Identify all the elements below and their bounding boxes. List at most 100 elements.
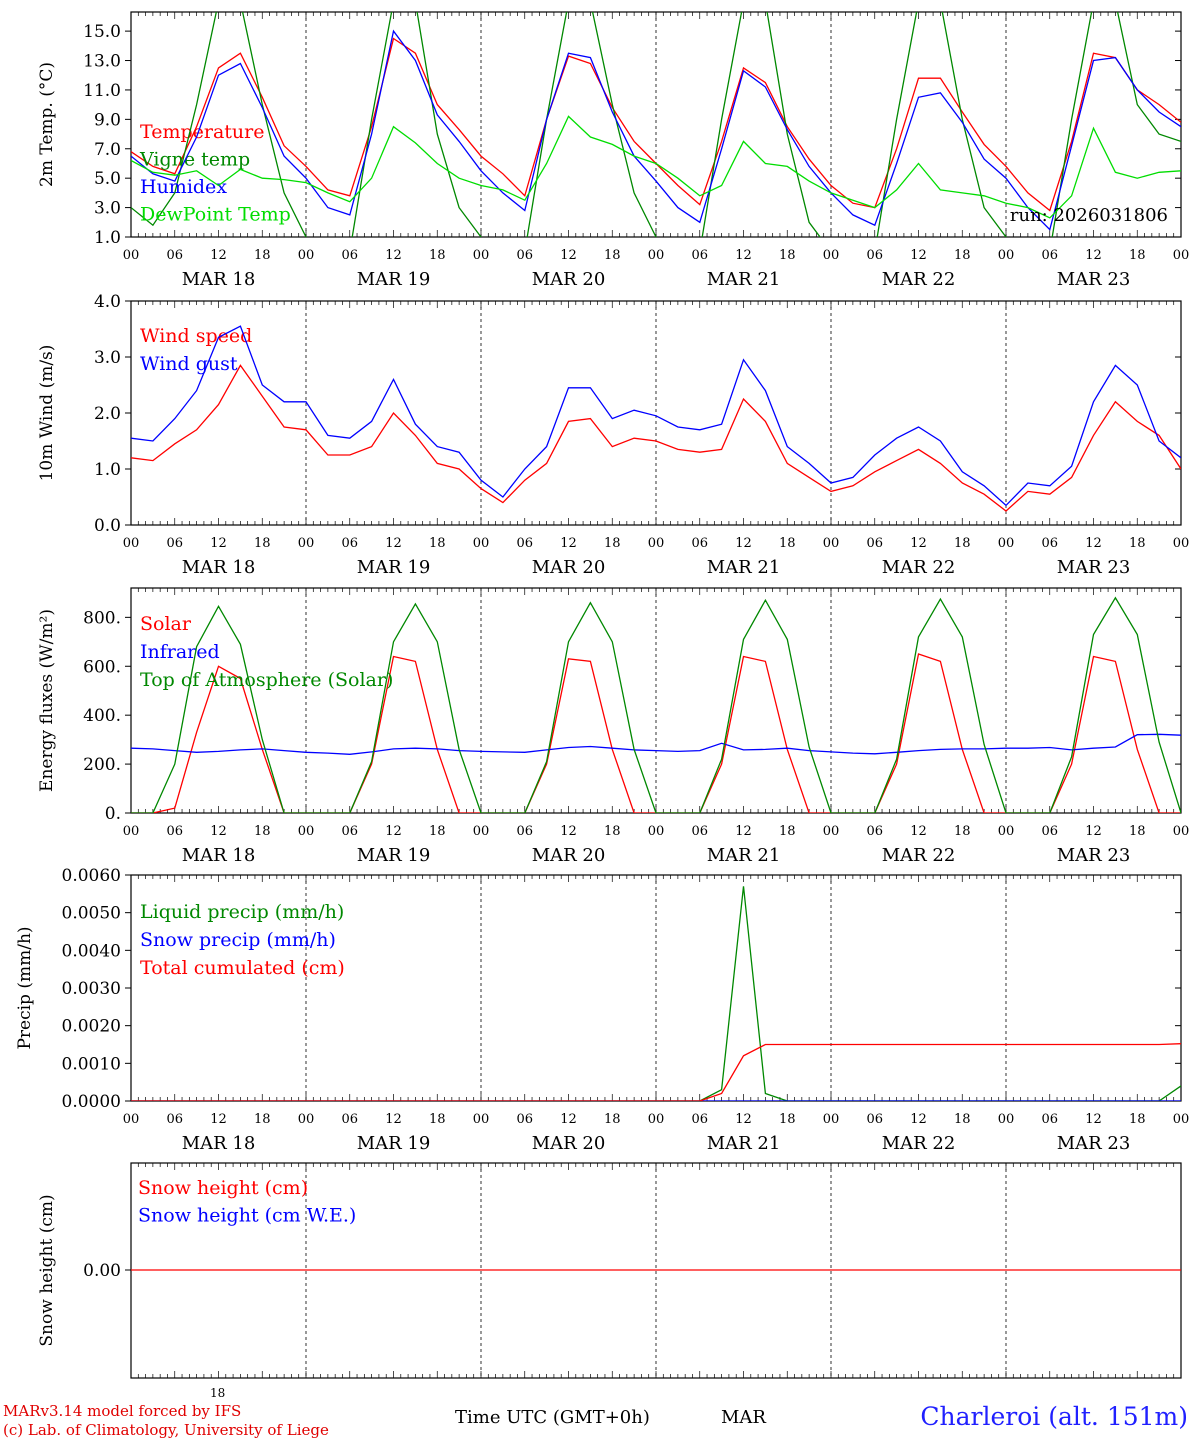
series-line-wind-speed (131, 364, 1181, 512)
day-label: MAR 22 (882, 269, 956, 290)
x-tick-label: 06 (341, 248, 358, 263)
day-label: MAR 23 (1057, 557, 1131, 578)
x-tick-label: 18 (254, 1112, 271, 1127)
x-tick-label: 18 (254, 824, 271, 839)
x-tick-label: 18 (779, 248, 796, 263)
x-tick-label: 18 (429, 536, 446, 551)
x-tick-label: 18 (429, 824, 446, 839)
day-label: MAR 22 (882, 1133, 956, 1154)
x-tick-label: 00 (473, 536, 490, 551)
x-tick-label: 12 (1085, 824, 1102, 839)
x-tick-label: 18 (429, 1112, 446, 1127)
x-tick-label: 06 (516, 1112, 533, 1127)
x-tick-label: 00 (998, 1112, 1015, 1127)
day-label: MAR 19 (357, 269, 431, 290)
x-tick-label: 12 (735, 248, 752, 263)
x-tick-label: 18 (779, 536, 796, 551)
y-tick-label: 5.0 (94, 169, 121, 189)
legend-entry: Vigne temp (139, 149, 250, 171)
x-tick-label: 12 (910, 248, 927, 263)
x-tick-label: 06 (1041, 248, 1058, 263)
legend-entry: Wind speed (140, 325, 252, 347)
x-tick-label: 00 (648, 1112, 665, 1127)
footer-time-axis-label: Time UTC (GMT+0h) (455, 1407, 650, 1428)
legend-entry: Top of Atmosphere (Solar) (140, 669, 393, 691)
x-tick-label: 06 (1041, 824, 1058, 839)
x-tick-label: 00 (823, 1112, 840, 1127)
x-tick-label: 00 (998, 824, 1015, 839)
y-tick-label: 0.0050 (62, 904, 121, 924)
footer-copyright: (c) Lab. of Climatology, University of L… (3, 1421, 329, 1439)
x-tick-label: 18 (1129, 536, 1146, 551)
x-tick-label: 00 (123, 248, 140, 263)
x-tick-label: 00 (298, 824, 315, 839)
day-label: MAR 19 (357, 845, 431, 866)
x-tick-label: 12 (385, 824, 402, 839)
y-axis-label: Snow height (cm) (37, 1194, 57, 1346)
legend-entry: Snow height (cm W.E.) (138, 1205, 356, 1227)
day-label: MAR 19 (357, 557, 431, 578)
x-tick-label: 06 (691, 824, 708, 839)
day-label: MAR 21 (707, 557, 781, 578)
x-tick-label: 18 (604, 536, 621, 551)
legend-entry: Snow precip (mm/h) (140, 929, 336, 951)
x-tick-label: 18 (954, 536, 971, 551)
day-label: MAR 22 (882, 845, 956, 866)
x-tick-label: 06 (516, 248, 533, 263)
day-label: MAR 23 (1057, 1133, 1131, 1154)
y-tick-label: 0.0040 (62, 941, 121, 961)
x-tick-label: 00 (1173, 824, 1190, 839)
x-tick-label: 00 (473, 248, 490, 263)
legend-entry: Liquid precip (mm/h) (140, 901, 344, 923)
legend-entry: Humidex (140, 176, 227, 198)
x-tick-label: 00 (998, 536, 1015, 551)
x-tick-label: 00 (823, 536, 840, 551)
x-tick-label: 12 (210, 1112, 227, 1127)
x-tick-label: 18 (954, 1112, 971, 1127)
panel-4: 00 06 12 18 00 06 12 18 00 06 12 18 00 06 12 18 00 06 12 18… (15, 866, 1189, 1154)
x-tick-label: 12 (560, 248, 577, 263)
x-tick-label: 18 (604, 248, 621, 263)
x-tick-label: 12 (385, 248, 402, 263)
series-line-temperature (131, 37, 1181, 212)
x-tick-label: 18 (779, 1112, 796, 1127)
x-tick-label: 00 (648, 536, 665, 551)
x-tick-label: 18 (254, 248, 271, 263)
series-line-wind-gust (131, 325, 1181, 507)
series-line-total-cumulated-cm- (131, 1043, 1181, 1101)
x-tick-label: 12 (910, 1112, 927, 1127)
legend-entry: Solar (140, 613, 192, 635)
x-tick-label: 12 (385, 1112, 402, 1127)
y-axis-label: 10m Wind (m/s) (37, 345, 57, 482)
y-axis-label: 2m Temp. (°C) (37, 62, 57, 187)
day-label: MAR 21 (707, 845, 781, 866)
x-tick-label: 00 (1173, 1112, 1190, 1127)
x-tick-label: 00 (473, 824, 490, 839)
day-label: MAR 22 (882, 557, 956, 578)
x-tick-label: 12 (910, 536, 927, 551)
day-label: MAR 20 (532, 1133, 606, 1154)
x-tick-label: 12 (210, 536, 227, 551)
day-label: MAR 21 (707, 1133, 781, 1154)
plot-frame (130, 300, 1182, 526)
day-label: MAR 18 (182, 845, 256, 866)
run-annotation: run: 2026031806 (1010, 205, 1168, 226)
x-tick-label: 06 (866, 248, 883, 263)
x-tick-label: 18 (1129, 248, 1146, 263)
panel-2: 00 06 12 18 00 06 12 18 00 06 12 18 00 06 12 18 00 06 12 18… (37, 292, 1189, 578)
x-tick-label: 00 (473, 1112, 490, 1127)
x-tick-label: 00 (823, 248, 840, 263)
x-tick-label: 00 (648, 248, 665, 263)
day-label: MAR 23 (1057, 845, 1131, 866)
series-line-infrared (131, 733, 1181, 755)
x-tick-label: 12 (1085, 1112, 1102, 1127)
y-tick-label: 9.0 (94, 110, 121, 130)
x-tick-label: 00 (123, 1112, 140, 1127)
y-tick-label: 3.0 (94, 348, 121, 368)
footer-small-tick: 18 (210, 1386, 226, 1400)
y-tick-label: 200. (83, 755, 121, 775)
y-tick-label: 7.0 (94, 140, 121, 160)
day-label: MAR 21 (707, 269, 781, 290)
y-tick-label: 0.0060 (62, 866, 121, 886)
x-tick-label: 18 (954, 248, 971, 263)
